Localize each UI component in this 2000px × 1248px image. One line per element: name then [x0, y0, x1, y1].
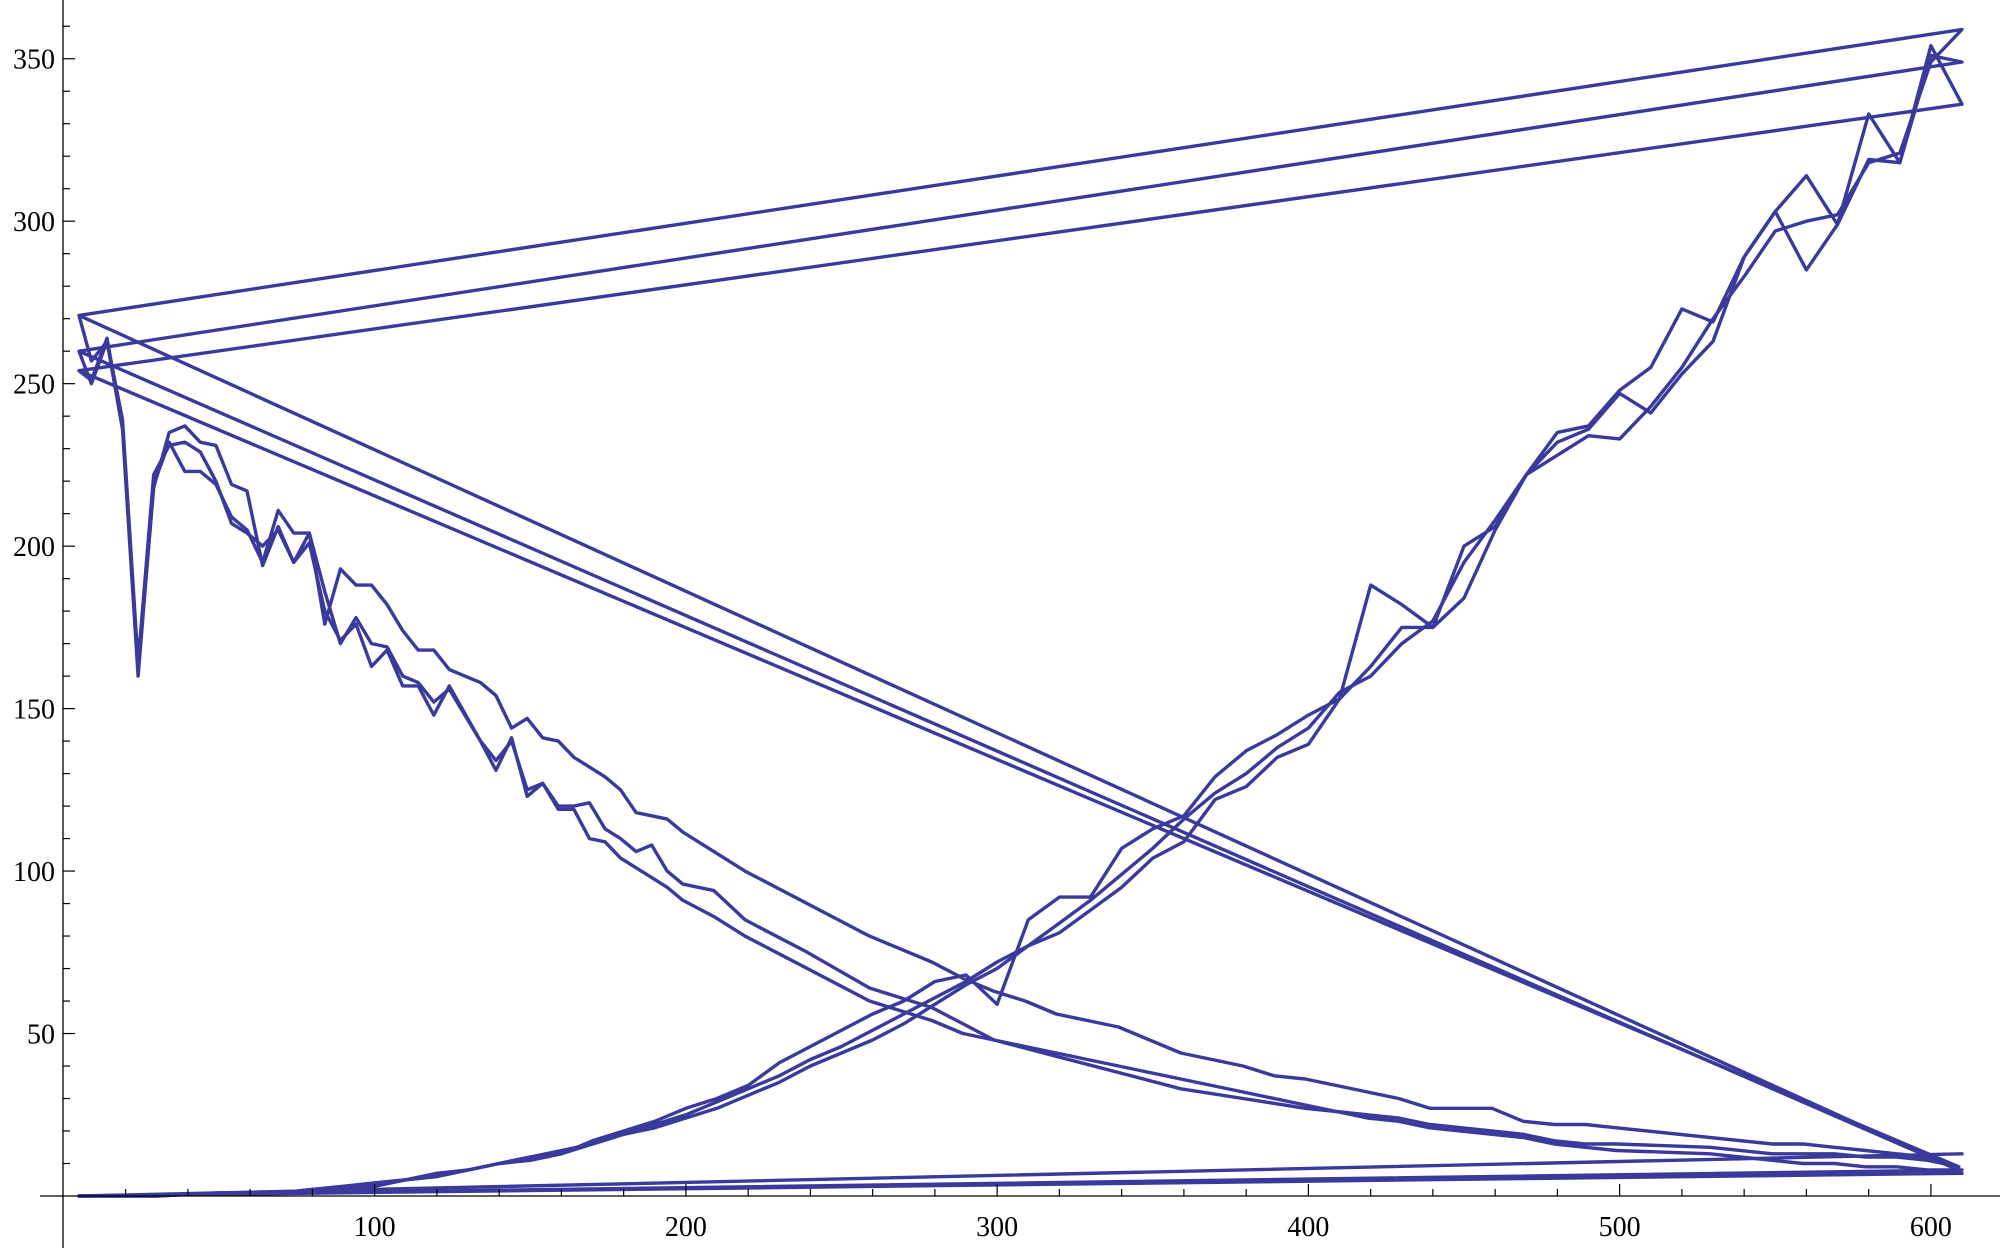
y-tick-label: 300: [13, 207, 55, 238]
y-tick-label: 200: [13, 532, 55, 563]
x-axis-ticks: 100 200 300 400 500 600: [125, 1184, 1952, 1243]
series-line-2: [77, 44, 1964, 1198]
y-tick-label: 100: [13, 857, 55, 888]
y-tick-label: 350: [13, 45, 55, 76]
series-line-1: [77, 53, 1964, 1198]
y-tick-label: 250: [13, 370, 55, 401]
series-layer: [77, 27, 1964, 1198]
x-tick-label: 500: [1599, 1212, 1641, 1243]
y-tick-label: 150: [13, 695, 55, 726]
x-tick-label: 200: [665, 1212, 707, 1243]
y-tick-label: 50: [27, 1020, 55, 1051]
x-tick-label: 300: [976, 1212, 1018, 1243]
x-tick-label: 100: [354, 1212, 396, 1243]
y-axis-ticks: 50 100 150 200 250 300 350: [13, 25, 75, 1165]
x-tick-label: 600: [1910, 1212, 1952, 1243]
x-tick-label: 400: [1287, 1212, 1329, 1243]
axes: [40, 0, 2000, 1248]
series-line-3: [77, 27, 1964, 1198]
